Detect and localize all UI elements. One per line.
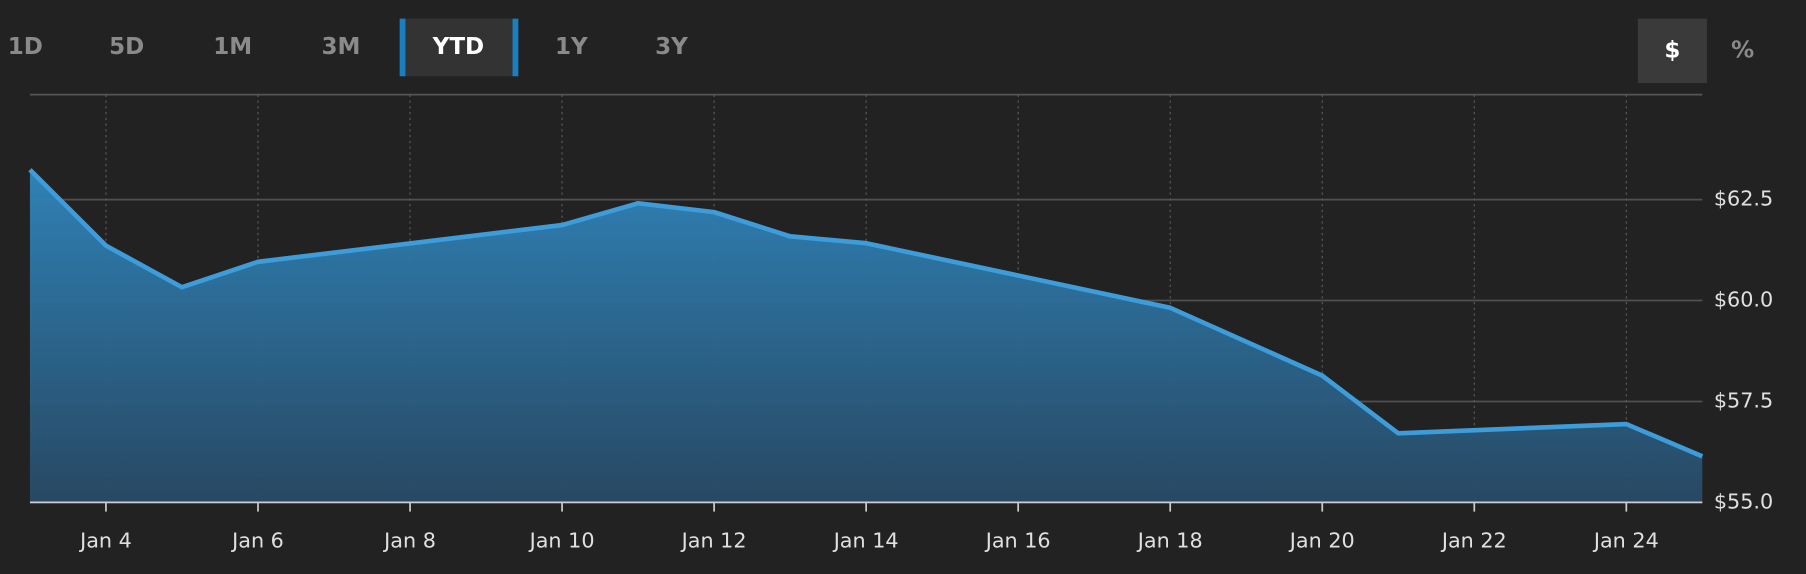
x-tick-label: Jan 16 [984, 529, 1051, 553]
area [29, 169, 1703, 503]
x-tick-label: Jan 14 [832, 529, 899, 553]
range-button[interactable]: 1D [8, 34, 43, 60]
y-tick-label: $60.0 [1714, 288, 1773, 312]
mode-button[interactable]: % [1731, 37, 1754, 63]
x-tick-label: Jan 10 [528, 529, 595, 553]
active-range-bg [399, 18, 519, 77]
range-button[interactable]: 3Y [655, 34, 688, 60]
active-range-edge [512, 18, 519, 77]
range-button[interactable]: 1Y [555, 34, 588, 60]
x-tick-label: Jan 20 [1288, 529, 1355, 553]
x-tick-label: Jan 24 [1592, 529, 1659, 553]
range-button[interactable]: YTD [432, 34, 484, 60]
active-range-edge [399, 18, 406, 77]
mode-button[interactable]: $ [1664, 37, 1680, 63]
x-tick-label: Jan 4 [78, 529, 132, 553]
x-tick-label: Jan 12 [680, 529, 747, 553]
x-tick-label: Jan 18 [1136, 529, 1203, 553]
y-tick-label: $62.5 [1714, 187, 1773, 211]
active-mode-bg [1637, 18, 1707, 84]
range-button[interactable]: 3M [321, 34, 360, 60]
x-tick-label: Jan 22 [1440, 529, 1507, 553]
y-tick-label: $57.5 [1714, 388, 1773, 412]
range-button[interactable]: 1M [213, 34, 252, 60]
x-tick-label: Jan 8 [382, 529, 436, 553]
y-tick-label: $55.0 [1714, 489, 1773, 513]
range-button[interactable]: 5D [109, 34, 144, 60]
line [28, 168, 1704, 459]
x-tick-label: Jan 6 [230, 529, 284, 553]
